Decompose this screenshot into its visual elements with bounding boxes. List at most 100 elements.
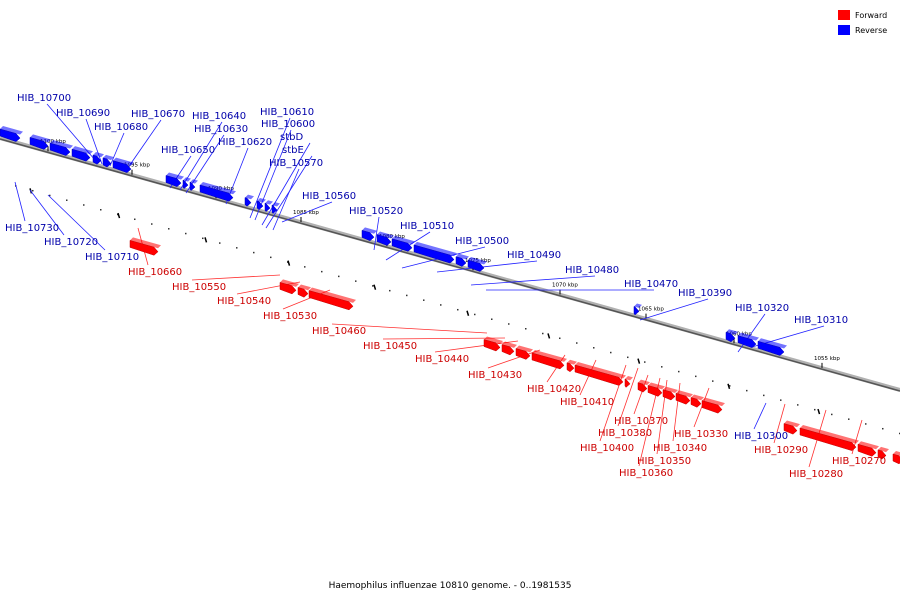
gene-label[interactable]: HIB_10360 [619, 468, 673, 479]
gene-arrow[interactable] [690, 397, 702, 408]
gene-label[interactable]: HIB_10520 [349, 206, 403, 217]
gene-label[interactable]: HIB_10310 [794, 315, 848, 326]
gene-arrow[interactable] [189, 181, 196, 191]
gene-label[interactable]: HIB_10300 [734, 431, 788, 442]
gene-arrow-top [392, 235, 415, 245]
gene-arrow[interactable] [892, 453, 900, 465]
gene-arrow[interactable] [92, 154, 102, 165]
gene-label[interactable]: HIB_10550 [172, 282, 226, 293]
gene-arrow[interactable] [413, 244, 455, 264]
gene-label[interactable]: HIB_10490 [507, 250, 561, 261]
gene-arrow[interactable] [857, 443, 877, 457]
gene-label[interactable]: HIB_10710 [85, 252, 139, 263]
gene-arrow[interactable] [467, 259, 485, 272]
gene-arrow[interactable] [0, 128, 21, 142]
gene-label[interactable]: HIB_10370 [614, 416, 668, 427]
gene-label[interactable]: HIB_10450 [363, 341, 417, 352]
gene-arrow[interactable] [662, 389, 676, 401]
gene-arrow[interactable] [877, 449, 887, 460]
gene-label[interactable]: HIB_10570 [269, 158, 323, 169]
gene-arrow[interactable] [624, 378, 631, 388]
gene-label[interactable]: HIB_10510 [400, 221, 454, 232]
gene-arrow[interactable] [29, 137, 49, 150]
gene-label[interactable]: HIB_10690 [56, 108, 110, 119]
gene-label[interactable]: HIB_10560 [302, 191, 356, 202]
gene-label[interactable]: HIB_10650 [161, 145, 215, 156]
scale-dot [712, 380, 714, 382]
gene-label[interactable]: HIB_10380 [598, 428, 652, 439]
gene-label[interactable]: HIB_10320 [735, 303, 789, 314]
gene-arrow[interactable] [264, 202, 271, 212]
gene-label[interactable]: HIB_10620 [218, 137, 272, 148]
gene-arrow[interactable] [783, 423, 798, 435]
gene-arrow[interactable] [501, 344, 515, 356]
gene-label[interactable]: HIB_10540 [217, 296, 271, 307]
gene-arrow[interactable] [297, 287, 309, 298]
gene-arrow[interactable] [725, 331, 736, 343]
gene-label[interactable]: HIB_10700 [17, 93, 71, 104]
gene-arrow[interactable] [675, 392, 691, 405]
gene-arrow[interactable] [279, 282, 297, 295]
gene-arrow[interactable] [515, 348, 531, 360]
gene-arrow[interactable] [737, 335, 757, 348]
gene-label[interactable]: HIB_10410 [560, 397, 614, 408]
gene-arrow[interactable] [376, 234, 392, 246]
gene-label[interactable]: HIB_10630 [194, 124, 248, 135]
gene-arrow[interactable] [112, 160, 132, 173]
scale-dot [423, 299, 425, 301]
gene-label[interactable]: HIB_10430 [468, 370, 522, 381]
gene-arrow[interactable] [531, 352, 565, 370]
gene-arrow[interactable] [271, 204, 278, 214]
gene-label[interactable]: HIB_10670 [131, 109, 185, 120]
gene-arrow[interactable] [637, 382, 648, 393]
gene-label[interactable]: stbD [280, 132, 303, 143]
gene-label[interactable]: HIB_10400 [580, 443, 634, 454]
gene-arrow[interactable] [566, 362, 575, 373]
gene-arrow[interactable] [483, 339, 501, 352]
gene-arrow[interactable] [256, 200, 264, 210]
gene-arrow[interactable] [244, 197, 252, 207]
gene-arrow[interactable] [165, 175, 182, 187]
gene-arrow[interactable] [757, 340, 785, 356]
gene-arrow[interactable] [799, 427, 857, 451]
gene-label[interactable]: HIB_10500 [455, 236, 509, 247]
gene-label[interactable]: HIB_10440 [415, 354, 469, 365]
gene-label[interactable]: HIB_10390 [678, 288, 732, 299]
gene-label[interactable]: HIB_10600 [261, 119, 315, 130]
gene-arrow[interactable] [455, 256, 467, 267]
gene-label[interactable]: HIB_10270 [832, 456, 886, 467]
gene-label[interactable]: HIB_10530 [263, 311, 317, 322]
gene-label[interactable]: HIB_10720 [44, 237, 98, 248]
gene-arrow[interactable] [71, 148, 91, 162]
gene-arrow[interactable] [647, 385, 663, 397]
gene-label[interactable]: HIB_10480 [565, 265, 619, 276]
gene-label[interactable]: HIB_10470 [624, 279, 678, 290]
gene-arrow[interactable] [49, 142, 71, 156]
gene-arrow[interactable] [391, 238, 413, 252]
gene-label[interactable]: HIB_10330 [674, 429, 728, 440]
scale-dot [865, 423, 867, 425]
gene-label[interactable]: HIB_10660 [128, 267, 182, 278]
gene-label[interactable]: stbE [282, 145, 304, 156]
gene-arrow[interactable] [633, 306, 640, 316]
gene-arrow[interactable] [361, 230, 375, 242]
gene-label[interactable]: HIB_10610 [260, 107, 314, 118]
gene-arrow-top [190, 179, 198, 184]
gene-label[interactable]: HIB_10420 [527, 384, 581, 395]
gene-arrow[interactable] [102, 157, 112, 168]
gene-arrow[interactable] [308, 290, 354, 311]
gene-arrow[interactable] [701, 400, 723, 414]
gene-label[interactable]: HIB_10350 [637, 456, 691, 467]
gene-arrow[interactable] [199, 184, 234, 202]
gene-label[interactable]: HIB_10280 [789, 469, 843, 480]
gene-label[interactable]: HIB_10730 [5, 223, 59, 234]
gene-label[interactable]: HIB_10640 [192, 111, 246, 122]
gene-label[interactable]: HIB_10680 [94, 122, 148, 133]
gene-arrow[interactable] [182, 179, 189, 190]
gene-label[interactable]: HIB_10340 [653, 443, 707, 454]
gene-arrow[interactable] [574, 364, 624, 386]
gene-label[interactable]: HIB_10460 [312, 326, 366, 337]
gene-label[interactable]: HIB_10290 [754, 445, 808, 456]
gene-arrow[interactable] [129, 240, 159, 256]
gene-arrow-top [0, 126, 23, 135]
